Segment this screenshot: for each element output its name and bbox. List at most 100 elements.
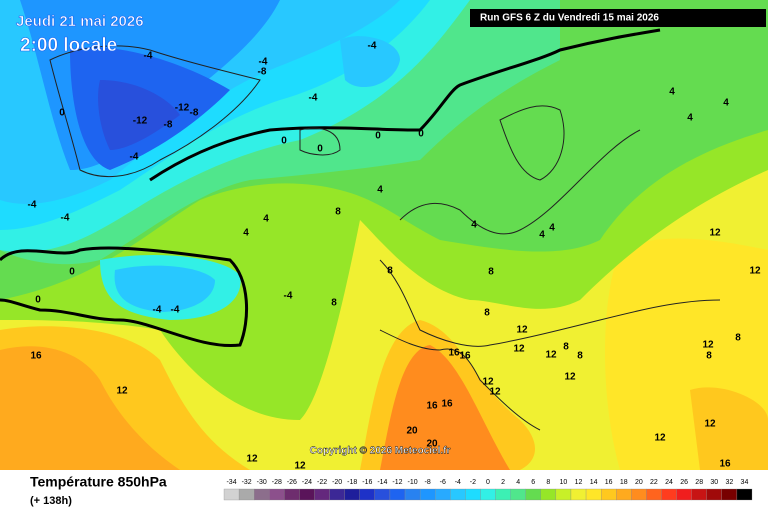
- contour-label: -4: [284, 291, 293, 302]
- contour-label: 8: [706, 351, 712, 362]
- coastlines: [49, 45, 721, 431]
- contour-label: 4: [377, 185, 383, 196]
- scale-swatch: [254, 488, 270, 501]
- scale-label: -34: [226, 479, 236, 486]
- contour-label: 12: [545, 350, 557, 361]
- zero-isotherm: [0, 28, 661, 348]
- contour-label: 16: [719, 459, 731, 470]
- scale-label: 8: [546, 479, 550, 486]
- contour-label: 20: [426, 439, 438, 450]
- contour-label: 8: [735, 333, 741, 344]
- contour-label: 4: [723, 98, 729, 109]
- lead-time: (+ 138h): [30, 495, 72, 507]
- contour-label: 0: [59, 108, 65, 119]
- scale-swatch: [374, 488, 391, 501]
- scale-swatch: [435, 488, 451, 501]
- contour-label: 8: [577, 351, 583, 362]
- contour-label: -4: [28, 200, 37, 211]
- scale-swatch: [540, 488, 557, 501]
- scale-label: 26: [680, 479, 688, 486]
- scale-swatch: [495, 488, 511, 501]
- contour-label: 4: [549, 223, 555, 234]
- contour-label: 12: [489, 387, 501, 398]
- scale-swatch: [419, 488, 436, 501]
- contour-label: 12: [246, 454, 258, 465]
- temperature-field: [0, 0, 768, 470]
- scale-label: 24: [665, 479, 673, 486]
- scale-swatch: [525, 488, 541, 501]
- scale-swatch: [284, 488, 300, 501]
- valid-date: Jeudi 21 mai 2026: [16, 13, 144, 30]
- scale-swatch: [465, 488, 481, 501]
- scale-swatch: [299, 488, 315, 501]
- scale-label: -22: [317, 479, 327, 486]
- scale-label: -32: [242, 479, 252, 486]
- scale-swatch: [661, 488, 677, 501]
- contour-label: 4: [669, 87, 675, 98]
- copyright: Copyright © 2026 Meteociel.fr: [310, 446, 451, 457]
- scale-swatch: [238, 488, 255, 501]
- contour-label: 12: [482, 377, 494, 388]
- contour-label: 12: [513, 344, 525, 355]
- scale-swatch: [450, 488, 466, 501]
- scale-label: 32: [725, 479, 733, 486]
- scale-label: -8: [425, 479, 431, 486]
- scale-swatch: [314, 488, 330, 501]
- scale-label: 4: [516, 479, 520, 486]
- scale-swatch: [631, 488, 647, 501]
- scale-swatch: [389, 488, 406, 501]
- contour-label: 12: [709, 228, 721, 239]
- contour-label: 0: [418, 129, 424, 140]
- scale-swatch: [510, 488, 526, 501]
- scale-swatch: [676, 488, 692, 501]
- contour-label: -4: [309, 93, 318, 104]
- scale-label: -24: [302, 479, 312, 486]
- contour-label: 12: [749, 266, 761, 277]
- scale-swatch: [404, 488, 421, 501]
- color-scale: -34 -32 -30 -28 -26 -24 -22 -20 -18 -16 -14 -12 -10-…: [223, 479, 753, 501]
- run-box: [470, 9, 766, 27]
- scale-label: -12: [392, 479, 402, 486]
- contour-label: 0: [69, 267, 75, 278]
- scale-label: -10: [408, 479, 418, 486]
- contour-label: -12: [175, 103, 190, 114]
- scale-swatch: [269, 488, 285, 501]
- contour-label: -4: [153, 305, 162, 316]
- scale-swatch: [736, 488, 753, 501]
- contour-label: 16: [459, 351, 471, 362]
- scale-swatch: [600, 488, 617, 501]
- scale-swatch: [329, 488, 345, 501]
- contour-label: 12: [294, 461, 306, 472]
- contour-label: 4: [471, 220, 477, 231]
- contour-label: 8: [331, 298, 337, 309]
- contour-label: 0: [375, 131, 381, 142]
- scale-swatch: [706, 488, 722, 501]
- scale-label: -20: [332, 479, 342, 486]
- contour-label: 12: [702, 340, 714, 351]
- scale-swatch: [359, 488, 376, 501]
- scale-label: -30: [257, 479, 267, 486]
- contour-label: -8: [164, 120, 173, 131]
- scale-swatch: [223, 488, 240, 501]
- contour-label: -4: [368, 41, 377, 52]
- scale-label: -28: [272, 479, 282, 486]
- contour-label: -4: [259, 57, 268, 68]
- scale-label: 18: [620, 479, 628, 486]
- scale-label: -6: [440, 479, 446, 486]
- contour-label: 8: [387, 266, 393, 277]
- scale-label: -26: [287, 479, 297, 486]
- scale-label: 16: [605, 479, 613, 486]
- run-info: Run GFS 6 Z du Vendredi 15 mai 2026: [480, 13, 659, 24]
- contour-label: 16: [30, 351, 42, 362]
- contour-label: 4: [539, 230, 545, 241]
- contour-label: 16: [441, 399, 453, 410]
- scale-label: 6: [531, 479, 535, 486]
- contour-label: -4: [171, 305, 180, 316]
- scale-swatch: [344, 488, 360, 501]
- scale-label: 34: [741, 479, 749, 486]
- scale-label: -18: [347, 479, 357, 486]
- scale-label: 12: [575, 479, 583, 486]
- contour-label: 8: [488, 267, 494, 278]
- contour-label: -8: [190, 108, 199, 119]
- contour-label: -8: [258, 67, 267, 78]
